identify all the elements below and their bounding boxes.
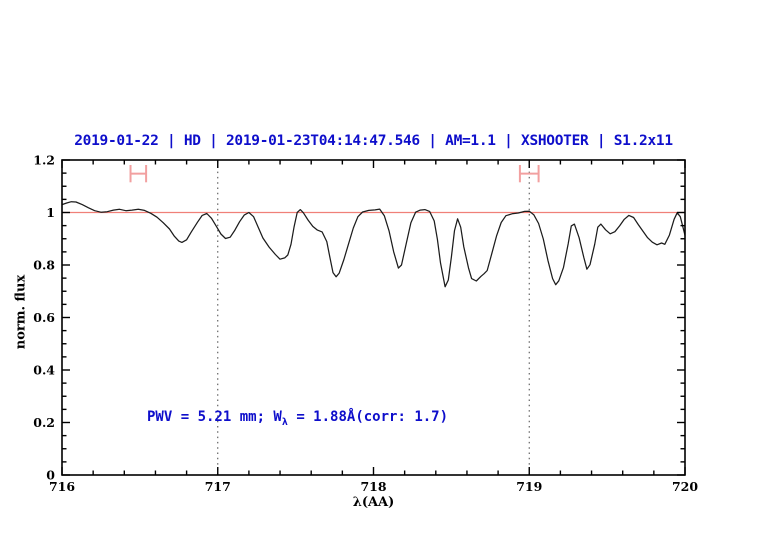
x-tick-label: 720 <box>672 479 698 494</box>
y-tick-label: 0 <box>46 468 55 483</box>
range-marker-1 <box>129 164 148 183</box>
x-tick-label: 718 <box>360 479 386 494</box>
y-tick-label: 0.8 <box>33 258 55 273</box>
y-tick-label: 0.4 <box>33 363 55 378</box>
lambda-subscript: λ <box>281 417 288 428</box>
y-axis-label: norm. flux <box>13 274 29 350</box>
y-tick-label: 0.6 <box>33 310 55 325</box>
range-marker-2 <box>518 164 540 183</box>
spectrum-curve <box>61 201 686 288</box>
x-tick-label: 716 <box>49 479 75 494</box>
pwv-annotation-prefix: PWV = 5.21 mm; W <box>147 409 282 425</box>
pwv-annotation: PWV = 5.21 mm; Wλ = 1.88Å(corr: 1.7) <box>147 409 448 428</box>
plot-title: 2019-01-22 | HD | 2019-01-23T04:14:47.54… <box>74 133 673 149</box>
x-tick-label: 719 <box>516 479 542 494</box>
x-tick-label: 717 <box>205 479 231 494</box>
y-tick-label: 1.2 <box>33 153 55 168</box>
pwv-annotation-suffix: = 1.88Å(corr: 1.7) <box>287 409 449 425</box>
y-tick-label: 1 <box>46 205 55 220</box>
x-axis-label: λ(AA) <box>352 495 395 510</box>
y-tick-label: 0.2 <box>33 415 55 430</box>
